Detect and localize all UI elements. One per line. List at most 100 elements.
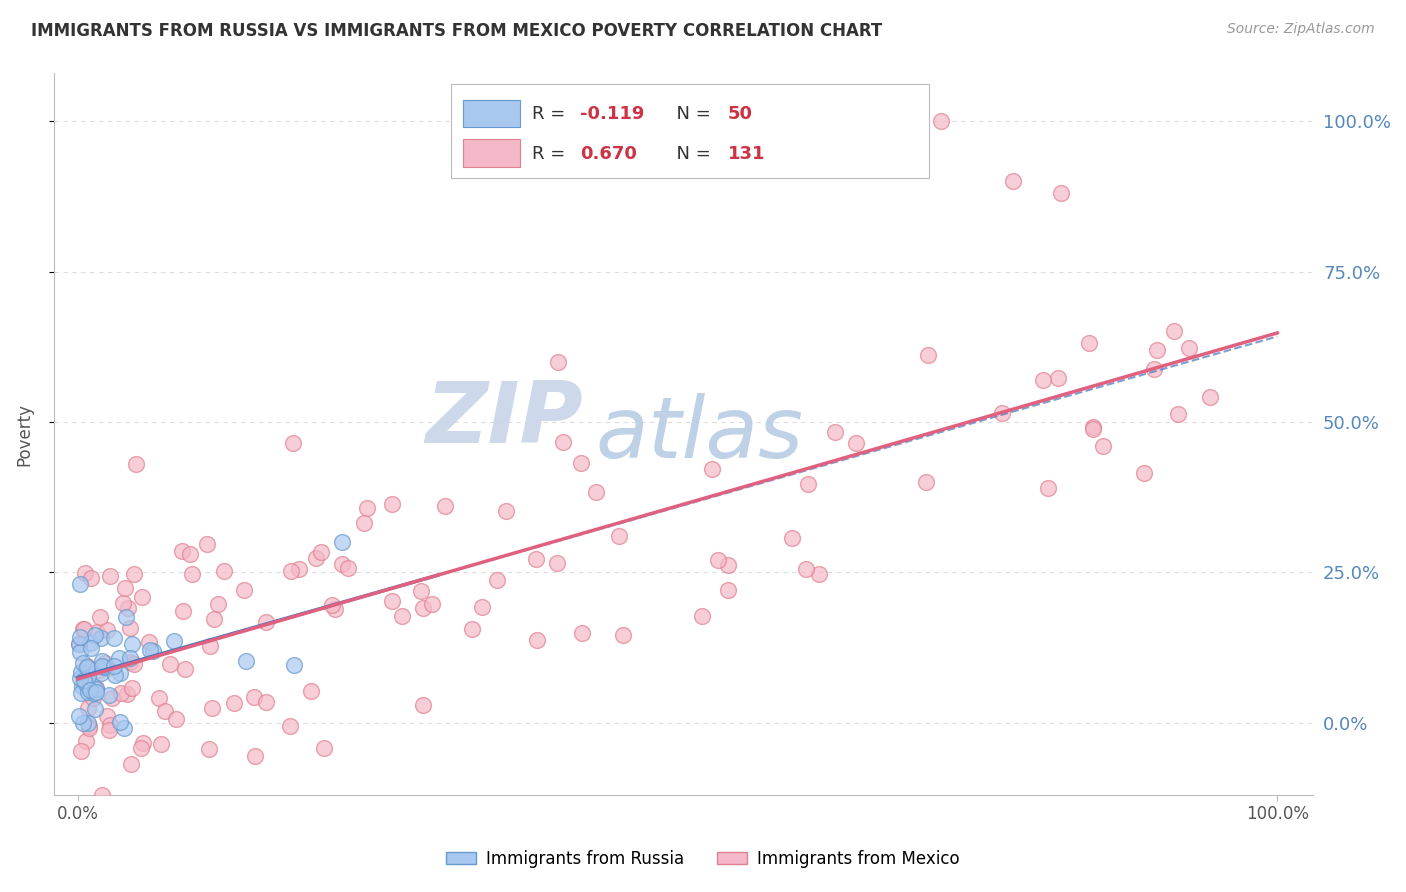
Point [1163,324,1185,338]
Point [159,657,181,671]
Text: IMMIGRANTS FROM RUSSIA VS IMMIGRANTS FROM MEXICO POVERTY CORRELATION CHART: IMMIGRANTS FROM RUSSIA VS IMMIGRANTS FRO… [31,22,882,40]
Point [330,557,353,571]
Point [1143,361,1166,376]
Point [73,673,96,688]
Point [69,577,91,591]
Point [138,635,160,649]
Point [114,581,136,595]
Point [118,650,141,665]
Text: 50: 50 [728,105,752,123]
Point [76,715,98,730]
Point [931,114,953,128]
Point [224,697,246,711]
Point [89,609,111,624]
Point [281,436,304,450]
Point [132,736,155,750]
Point [96,623,118,637]
Point [104,668,127,682]
Point [309,545,332,559]
Point [243,748,266,763]
Point [461,622,484,636]
Point [124,657,146,672]
Text: R =: R = [533,105,571,123]
Point [117,601,139,615]
Text: -0.119: -0.119 [581,105,645,123]
Point [207,597,229,611]
Point [163,634,186,648]
Point [1050,186,1073,201]
Point [79,682,101,697]
Point [485,573,508,587]
Point [609,529,631,543]
Point [179,547,201,561]
Point [1091,439,1114,453]
Point [82,690,104,705]
Point [72,680,94,694]
Point [114,609,136,624]
Point [1081,422,1104,436]
Point [93,656,115,670]
Point [1032,373,1054,387]
Point [321,598,343,612]
Point [117,687,139,701]
Point [173,604,195,618]
Point [551,434,574,449]
Point [585,485,607,500]
Point [195,537,218,551]
Point [84,702,107,716]
Text: Source: ZipAtlas.com: Source: ZipAtlas.com [1227,22,1375,37]
Point [69,630,91,644]
Point [90,665,112,680]
Point [717,558,740,572]
Point [131,741,153,756]
Point [83,628,105,642]
Point [80,640,103,655]
Point [69,686,91,700]
Point [1198,390,1220,404]
Point [82,679,104,693]
Point [495,504,517,518]
Point [108,651,131,665]
Point [75,734,97,748]
Point [212,564,235,578]
Point [131,590,153,604]
FancyBboxPatch shape [463,139,520,167]
Point [180,566,202,581]
Point [75,677,97,691]
Point [72,668,94,682]
Point [79,636,101,650]
Text: R =: R = [533,145,571,163]
Point [112,596,135,610]
Y-axis label: Poverty: Poverty [15,402,32,466]
Legend: Immigrants from Russia, Immigrants from Mexico: Immigrants from Russia, Immigrants from … [439,844,967,875]
Point [288,562,311,576]
Point [73,622,96,636]
Text: N =: N = [665,105,716,123]
Point [1077,335,1099,350]
Point [76,659,98,673]
Point [391,609,413,624]
Point [139,643,162,657]
Point [323,602,346,616]
Point [77,719,100,733]
Text: N =: N = [665,145,716,163]
Point [97,688,120,702]
Point [1046,371,1069,385]
Point [73,566,96,580]
Point [69,671,91,685]
Point [845,435,868,450]
Point [121,637,143,651]
Point [80,571,103,585]
Point [150,737,173,751]
Point [124,457,146,471]
Point [1146,343,1168,357]
Text: 0.670: 0.670 [581,145,637,163]
Point [917,348,939,362]
Text: 131: 131 [728,145,765,163]
Point [546,556,568,570]
Point [254,615,277,629]
Point [77,669,100,683]
Point [797,477,820,491]
Text: atlas: atlas [595,392,803,475]
Point [1167,407,1189,421]
